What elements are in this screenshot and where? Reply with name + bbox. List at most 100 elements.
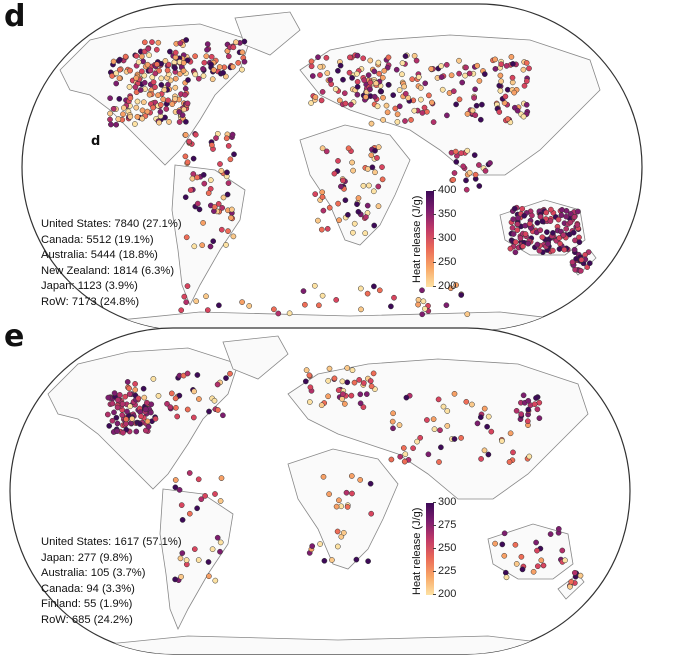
sample-point [315, 217, 321, 224]
sample-point [320, 207, 327, 214]
sample-point [514, 227, 521, 233]
sample-point [336, 97, 343, 104]
sample-point [113, 414, 120, 421]
sample-point [393, 66, 400, 73]
sample-point [375, 183, 382, 190]
sample-point [396, 422, 403, 428]
sample-point [533, 539, 539, 546]
sample-point [167, 404, 174, 410]
sample-point [577, 572, 584, 579]
sample-point [525, 406, 532, 413]
sample-point [141, 394, 148, 401]
sample-point [499, 541, 506, 548]
sample-point [421, 104, 428, 111]
sample-point [526, 453, 533, 460]
sample-point [182, 194, 189, 201]
sample-point [332, 86, 339, 92]
sample-point [411, 107, 418, 114]
sample-point [492, 540, 498, 547]
sample-point [200, 220, 206, 226]
sample-point [158, 82, 165, 88]
sample-point [111, 390, 118, 396]
sample-point [371, 93, 378, 100]
sample-point [176, 119, 183, 125]
sample-points-d [107, 37, 593, 318]
sample-point [537, 213, 544, 220]
sample-point [348, 101, 354, 108]
sample-point [539, 234, 546, 241]
sample-point [354, 201, 360, 208]
sample-point [176, 392, 183, 399]
sample-point [211, 204, 218, 210]
sample-point [504, 116, 511, 122]
sample-point [496, 109, 503, 115]
sample-point [375, 203, 382, 210]
sample-point [563, 213, 570, 220]
sample-point [140, 385, 147, 392]
sample-point [474, 420, 481, 427]
sample-point [212, 577, 219, 584]
sample-point [534, 563, 541, 570]
sample-point [110, 105, 117, 112]
sample-point [176, 109, 183, 115]
sample-point [410, 445, 416, 452]
sample-point [150, 376, 157, 382]
sample-point [142, 406, 149, 413]
sample-point [172, 49, 179, 56]
sample-point [190, 155, 197, 162]
sample-point [306, 399, 313, 405]
stat-line: United States: 7840 (27.1%) [41, 218, 182, 230]
sample-point [368, 120, 375, 127]
sample-point [239, 66, 245, 73]
sample-point [308, 58, 315, 65]
sample-point [205, 190, 212, 196]
sample-point [341, 401, 348, 407]
sample-point [138, 413, 144, 420]
sample-point [514, 221, 521, 228]
sample-point [472, 112, 479, 119]
sample-point [358, 306, 364, 313]
sample-point [453, 282, 459, 288]
sample-point [417, 434, 424, 441]
colorbar: Heat release (J/g) 400 350 300 250 200 [408, 184, 468, 294]
sample-point [473, 102, 480, 109]
sample-point [208, 53, 215, 60]
sample-point [456, 70, 462, 77]
sample-point [191, 388, 197, 395]
sample-point [367, 57, 374, 64]
sample-point [196, 206, 203, 213]
sample-point [453, 159, 460, 165]
sample-point [331, 375, 338, 382]
sample-point [349, 490, 355, 497]
sample-point [126, 391, 133, 397]
sample-point [182, 91, 188, 98]
sample-point [523, 101, 530, 108]
sample-point [303, 367, 310, 373]
sample-point [319, 292, 326, 299]
sample-point [302, 301, 308, 308]
sample-point [146, 91, 153, 98]
sample-point [326, 365, 333, 372]
sample-point [217, 498, 224, 504]
sample-point [536, 415, 543, 422]
sample-point [317, 72, 323, 78]
sample-point [239, 49, 246, 56]
sample-point [381, 67, 388, 74]
sample-point [479, 101, 485, 108]
sample-point [443, 61, 450, 68]
sample-point [184, 370, 191, 377]
sample-point [311, 282, 318, 289]
sample-point [202, 493, 208, 499]
sample-point [466, 70, 473, 77]
sample-point [135, 395, 142, 402]
sample-point [444, 408, 451, 414]
sample-point [485, 413, 492, 420]
sample-point [172, 65, 178, 71]
sample-point [116, 56, 123, 63]
sample-point [472, 171, 479, 178]
sample-point [559, 547, 566, 554]
sample-point [192, 53, 198, 60]
sample-point [196, 396, 202, 402]
sample-point [357, 400, 364, 407]
sample-point [133, 104, 140, 111]
